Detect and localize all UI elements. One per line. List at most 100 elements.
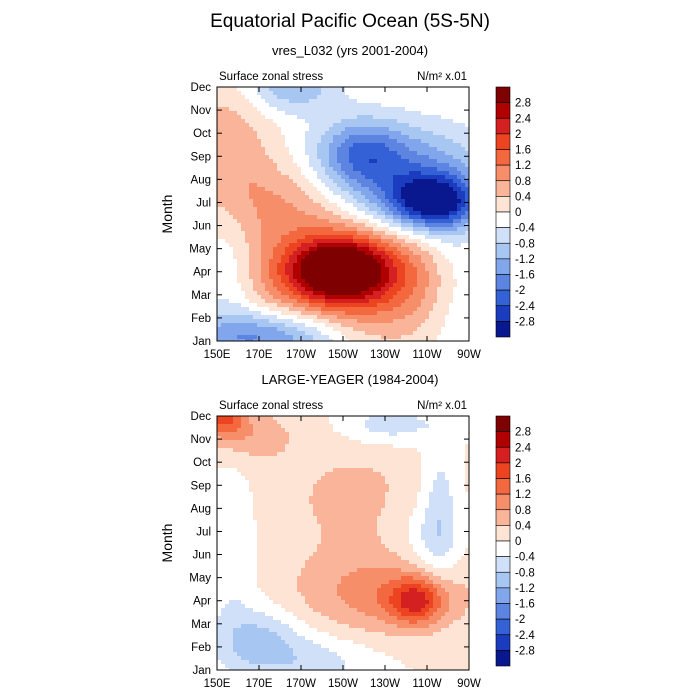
field-cell xyxy=(393,476,397,480)
field-cell xyxy=(381,155,385,159)
field-cell xyxy=(237,424,241,428)
field-cell xyxy=(445,199,449,203)
field-cell xyxy=(221,303,225,307)
field-cell xyxy=(413,416,417,420)
field-cell xyxy=(361,199,365,203)
field-cell xyxy=(417,295,421,299)
field-cell xyxy=(401,279,405,283)
field-cell xyxy=(361,540,365,544)
field-cell xyxy=(369,424,373,428)
field-cell xyxy=(369,183,373,187)
field-cell xyxy=(305,528,309,532)
field-cell xyxy=(249,424,253,428)
field-cell xyxy=(377,279,381,283)
field-cell xyxy=(405,175,409,179)
field-cell xyxy=(265,155,269,159)
field-cell xyxy=(433,319,437,323)
field-cell xyxy=(421,263,425,267)
field-cell xyxy=(269,512,273,516)
field-cell xyxy=(357,327,361,331)
field-cell xyxy=(249,275,253,279)
field-cell xyxy=(429,235,433,239)
field-cell xyxy=(353,127,357,131)
field-cell xyxy=(421,115,425,119)
field-cell xyxy=(441,488,445,492)
field-cell xyxy=(377,259,381,263)
field-cell xyxy=(289,211,293,215)
field-cell xyxy=(269,255,273,259)
field-cell xyxy=(353,251,357,255)
field-cell xyxy=(277,195,281,199)
field-cell xyxy=(285,107,289,111)
field-cell xyxy=(249,295,253,299)
field-cell xyxy=(417,287,421,291)
field-cell xyxy=(389,199,393,203)
field-cell xyxy=(269,235,273,239)
field-cell xyxy=(401,195,405,199)
field-cell xyxy=(261,211,265,215)
field-cell xyxy=(381,524,385,528)
field-cell xyxy=(313,468,317,472)
field-cell xyxy=(253,319,257,323)
panel-1-y-tick-label: Feb xyxy=(191,313,211,325)
field-cell xyxy=(365,420,369,424)
field-cell xyxy=(405,424,409,428)
field-cell xyxy=(301,103,305,107)
field-cell xyxy=(333,155,337,159)
field-cell xyxy=(409,416,413,420)
field-cell xyxy=(277,251,281,255)
field-cell xyxy=(301,275,305,279)
field-cell xyxy=(385,500,389,504)
field-cell xyxy=(357,151,361,155)
field-cell xyxy=(457,211,461,215)
field-cell xyxy=(233,179,237,183)
field-cell xyxy=(357,492,361,496)
field-cell xyxy=(253,428,257,432)
field-cell xyxy=(385,159,389,163)
field-cell xyxy=(245,263,249,267)
field-cell xyxy=(321,115,325,119)
field-cell xyxy=(325,311,329,315)
field-cell xyxy=(257,544,261,548)
field-cell xyxy=(433,203,437,207)
field-cell xyxy=(425,151,429,155)
field-cell xyxy=(421,151,425,155)
field-cell xyxy=(345,524,349,528)
field-cell xyxy=(433,255,437,259)
field-cell xyxy=(313,211,317,215)
field-cell xyxy=(333,476,337,480)
field-cell xyxy=(405,131,409,135)
field-cell xyxy=(305,143,309,147)
field-cell xyxy=(441,512,445,516)
field-cell xyxy=(229,219,233,223)
field-cell xyxy=(361,303,365,307)
field-cell xyxy=(409,464,413,468)
field-cell xyxy=(293,299,297,303)
field-cell xyxy=(281,155,285,159)
field-cell xyxy=(449,275,453,279)
field-cell xyxy=(277,452,281,456)
field-cell xyxy=(397,512,401,516)
field-cell xyxy=(225,115,229,119)
field-cell xyxy=(393,255,397,259)
field-cell xyxy=(421,203,425,207)
field-cell xyxy=(309,456,313,460)
field-cell xyxy=(269,179,273,183)
field-cell xyxy=(297,111,301,115)
field-cell xyxy=(381,115,385,119)
field-cell xyxy=(237,171,241,175)
field-cell xyxy=(417,191,421,195)
field-cell xyxy=(365,484,369,488)
field-cell xyxy=(361,203,365,207)
field-cell xyxy=(381,107,385,111)
field-cell xyxy=(409,179,413,183)
field-cell xyxy=(297,243,301,247)
field-cell xyxy=(277,540,281,544)
field-cell xyxy=(393,259,397,263)
field-cell xyxy=(217,207,221,211)
field-cell xyxy=(217,91,221,95)
field-cell xyxy=(265,123,269,127)
field-cell xyxy=(317,335,321,339)
field-cell xyxy=(381,143,385,147)
field-cell xyxy=(445,303,449,307)
